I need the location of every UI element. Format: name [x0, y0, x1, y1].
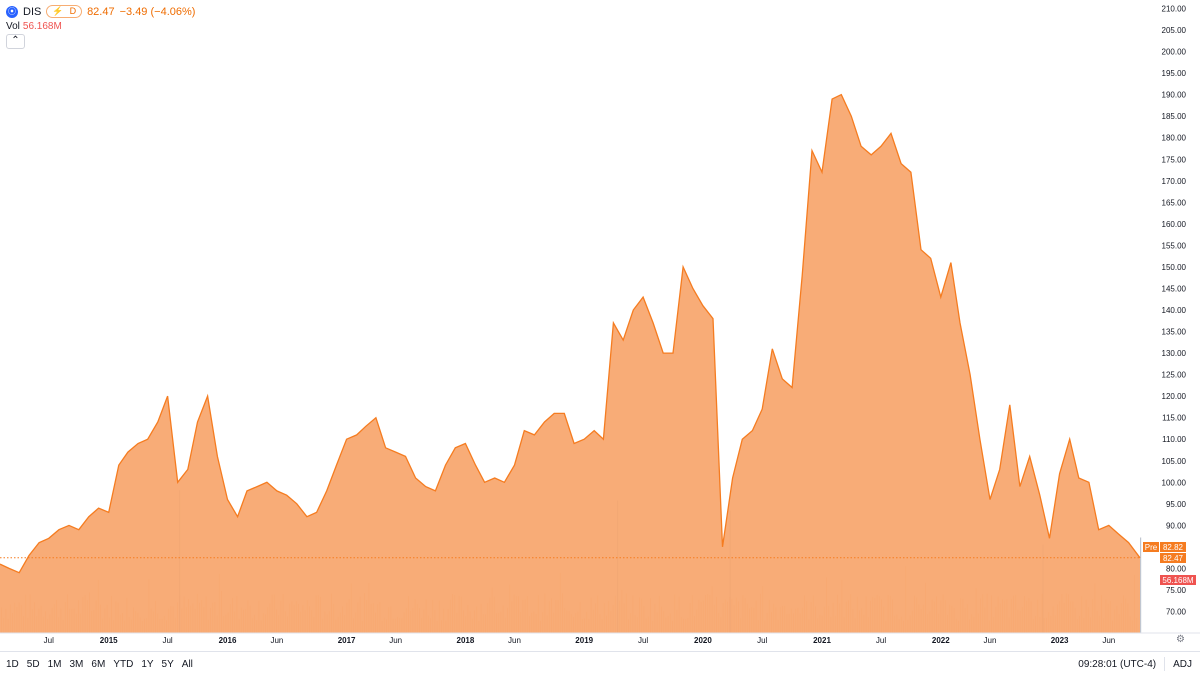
y-tick-label: 125.00: [1162, 371, 1187, 380]
disney-logo-icon[interactable]: ⦿: [6, 5, 18, 18]
last-value-tag: 82.47: [1163, 554, 1184, 563]
x-tick-label: Jun: [1102, 636, 1115, 645]
range-5y[interactable]: 5Y: [161, 658, 174, 670]
range-selector: 1D 5D 1M 3M 6M YTD 1Y 5Y All: [6, 659, 193, 670]
y-tick-label: 160.00: [1162, 220, 1187, 229]
volume-spike-bar: [1140, 537, 1142, 633]
range-3m[interactable]: 3M: [69, 658, 84, 670]
bottom-toolbar: 1D 5D 1M 3M 6M YTD 1Y 5Y All 09:28:01 (UTC-4) AD…: [0, 651, 1200, 676]
y-tick-label: 75.00: [1166, 586, 1187, 595]
range-all[interactable]: All: [181, 658, 193, 670]
x-tick-label: 2023: [1051, 636, 1069, 645]
volume-tag: 56.168M: [1162, 576, 1193, 585]
y-tick-label: 90.00: [1166, 521, 1187, 530]
x-tick-label: 2018: [457, 636, 475, 645]
price-line: [0, 93, 1141, 574]
x-tick-label: Jun: [389, 636, 402, 645]
y-tick-label: 100.00: [1162, 478, 1187, 487]
y-tick-label: 110.00: [1162, 435, 1186, 444]
y-tick-label: 135.00: [1162, 328, 1187, 337]
price-axis[interactable]: 70.0075.0080.0085.0090.0095.00100.00105.…: [1162, 5, 1187, 617]
y-tick-label: 145.00: [1162, 284, 1187, 293]
x-tick-label: Jul: [44, 636, 54, 645]
symbol-name[interactable]: DIS: [23, 5, 42, 18]
flash-icon: ⚡: [52, 6, 64, 16]
y-tick-label: 155.00: [1162, 241, 1187, 250]
x-tick-label: 2020: [694, 636, 712, 645]
y-tick-label: 115.00: [1162, 414, 1186, 423]
volume-value: 56.168M: [22, 21, 62, 32]
price-area: [0, 94, 1140, 634]
x-tick-label: 2016: [219, 636, 237, 645]
range-1d[interactable]: 1D: [6, 658, 19, 670]
y-tick-label: 150.00: [1162, 263, 1187, 272]
y-tick-label: 130.00: [1162, 349, 1187, 358]
x-tick-label: Jul: [162, 636, 172, 645]
adj-toggle[interactable]: ADJ: [1173, 658, 1192, 670]
gear-icon[interactable]: ⚙: [1176, 634, 1185, 645]
y-tick-label: 205.00: [1162, 26, 1187, 35]
y-tick-label: 185.00: [1162, 112, 1187, 121]
y-tick-label: 70.00: [1166, 608, 1187, 617]
chevron-up-icon: ⌃: [11, 35, 20, 46]
x-tick-label: Jul: [638, 636, 648, 645]
range-6m[interactable]: 6M: [91, 658, 106, 670]
y-tick-label: 140.00: [1162, 306, 1187, 315]
interval-pill[interactable]: ⚡ D: [46, 5, 83, 18]
pre-tag-bg: [1143, 542, 1159, 552]
y-tick-label: 175.00: [1162, 155, 1187, 164]
volume-label: Vol: [6, 21, 20, 32]
divider: [1164, 657, 1166, 671]
last-price: 82.47: [87, 5, 115, 18]
y-tick-label: 210.00: [1162, 5, 1187, 14]
x-tick-label: Jul: [876, 636, 886, 645]
y-tick-label: 105.00: [1162, 457, 1187, 466]
y-tick-label: 95.00: [1166, 500, 1187, 509]
x-tick-label: 2021: [813, 636, 831, 645]
x-tick-label: 2022: [932, 636, 950, 645]
symbol-legend: ⦿ DIS ⚡ D 82.47 −3.49 (−4.06%): [6, 5, 195, 18]
pre-tag-label: Pre: [1145, 543, 1158, 552]
y-tick-label: 180.00: [1162, 134, 1187, 143]
x-tick-label: Jun: [270, 636, 283, 645]
y-tick-label: 190.00: [1162, 91, 1187, 100]
range-1y[interactable]: 1Y: [141, 658, 154, 670]
y-tick-label: 120.00: [1162, 392, 1187, 401]
volume-legend: Vol 56.168M: [6, 21, 62, 32]
range-ytd[interactable]: YTD: [113, 658, 134, 670]
x-tick-label: 2015: [100, 636, 118, 645]
price-tags: Pre 82.82 82.47 56.168M: [1143, 542, 1196, 585]
pre-value-tag-bg: [1160, 542, 1186, 552]
time-axis[interactable]: Jul 2015 Jul 2016 Jun 2017 Jun 2018 Jun 2019 Jul 20…: [0, 632, 1200, 645]
x-tick-label: Jun: [508, 636, 521, 645]
price-change: −3.49 (−4.06%): [119, 5, 196, 18]
y-tick-label: 200.00: [1162, 48, 1187, 57]
x-tick-label: 2019: [575, 636, 593, 645]
volume-tag-bg: [1160, 575, 1196, 585]
y-tick-label: 80.00: [1166, 564, 1187, 573]
range-5d[interactable]: 5D: [26, 658, 40, 670]
y-tick-label: 195.00: [1162, 69, 1187, 78]
x-tick-label: 2017: [338, 636, 356, 645]
last-value-tag-bg: [1160, 553, 1186, 563]
collapse-legend-button[interactable]: ⌃: [6, 34, 25, 49]
x-tick-label: Jun: [984, 636, 997, 645]
y-tick-label: 165.00: [1162, 198, 1187, 207]
clock-time[interactable]: 09:28:01 (UTC-4): [1078, 658, 1157, 670]
interval-label: D: [69, 6, 77, 16]
pre-value-tag: 82.82: [1163, 543, 1184, 552]
price-chart[interactable]: 70.0075.0080.0085.0090.0095.00100.00105.…: [0, 0, 1200, 651]
y-tick-label: 170.00: [1162, 177, 1187, 186]
x-tick-label: Jul: [757, 636, 767, 645]
range-1m[interactable]: 1M: [47, 658, 62, 670]
